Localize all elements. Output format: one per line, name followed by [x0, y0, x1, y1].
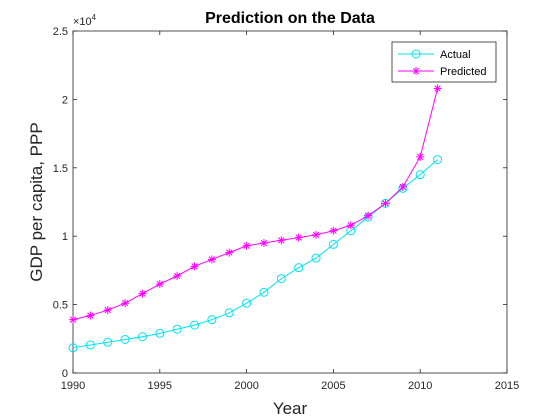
data-point-predicted [191, 262, 199, 270]
x-tick-label: 2010 [408, 380, 432, 392]
data-point-predicted [208, 255, 216, 263]
data-point-predicted [121, 299, 129, 307]
y-axis-exponent-base: ×10 [73, 16, 92, 28]
legend-star-glyph [412, 67, 420, 75]
legend: Actual Predicted [392, 42, 496, 82]
data-point-predicted [260, 239, 268, 247]
data-point-predicted [104, 306, 112, 314]
y-tick-label: 0 [62, 368, 68, 380]
x-axis-label: Year [273, 399, 308, 418]
x-tick-label: 2005 [321, 380, 345, 392]
y-axis-label: GDP per capita, PPP [27, 122, 46, 281]
data-point-predicted [329, 227, 337, 235]
data-point-predicted [138, 290, 146, 298]
data-point-predicted [434, 84, 442, 92]
legend-label-predicted: Predicted [440, 66, 486, 78]
y-tick-label: 1.5 [53, 163, 68, 175]
y-tick-label: 2.5 [53, 26, 68, 38]
data-point-predicted [416, 153, 424, 161]
data-point-predicted [312, 231, 320, 239]
data-point-predicted [277, 236, 285, 244]
x-tick-label: 1995 [148, 380, 172, 392]
y-tick-label: 1 [62, 231, 68, 243]
data-point-predicted [225, 249, 233, 257]
data-point-predicted [295, 234, 303, 242]
data-point-predicted [364, 212, 372, 220]
data-point-predicted [156, 280, 164, 288]
y-tick-label: 2 [62, 94, 68, 106]
data-point-predicted [173, 272, 181, 280]
y-axis-exponent-power: 4 [92, 13, 97, 22]
data-point-predicted [347, 221, 355, 229]
data-point-predicted [381, 199, 389, 207]
data-point-predicted [86, 312, 94, 320]
data-point-predicted [399, 183, 407, 191]
data-point-predicted [243, 242, 251, 250]
x-tick-label: 2015 [495, 380, 519, 392]
legend-marker-predicted [412, 67, 420, 75]
chart-title: Prediction on the Data [205, 10, 375, 27]
x-tick-label: 2000 [234, 380, 258, 392]
data-point-predicted [69, 316, 77, 324]
y-tick-label: 0.5 [53, 300, 68, 312]
x-tick-label: 1990 [61, 380, 85, 392]
legend-label-actual: Actual [440, 49, 471, 61]
